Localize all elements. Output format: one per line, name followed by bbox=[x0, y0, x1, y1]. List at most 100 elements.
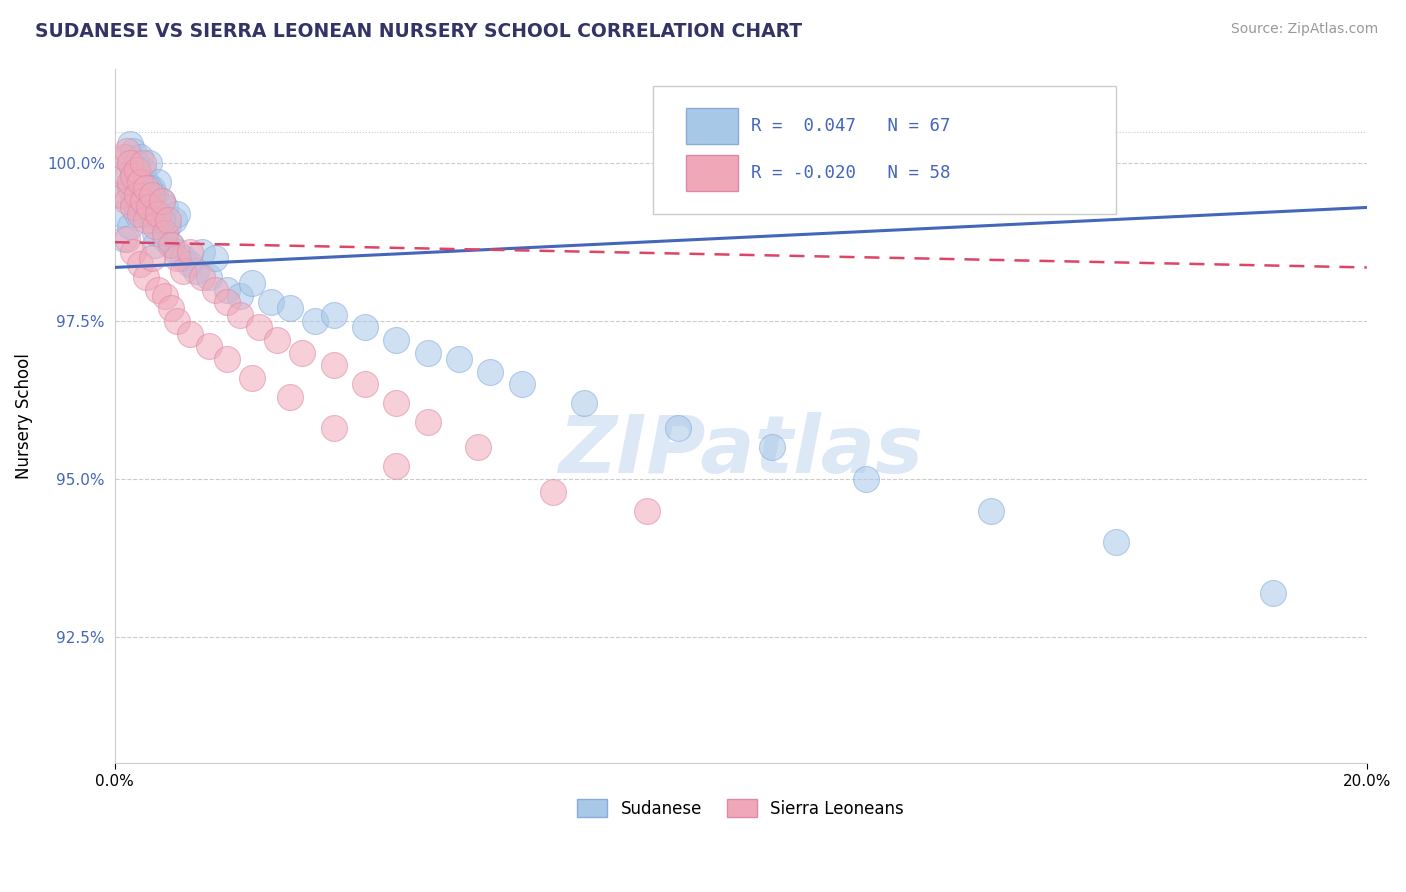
Point bbox=[153, 201, 176, 215]
Point bbox=[385, 396, 408, 410]
Point bbox=[122, 162, 145, 177]
Point bbox=[120, 219, 142, 234]
Point bbox=[179, 326, 201, 341]
Point bbox=[153, 226, 176, 240]
Point bbox=[122, 194, 145, 208]
Point bbox=[156, 213, 179, 227]
Point bbox=[143, 219, 166, 234]
Point bbox=[112, 232, 135, 246]
Point bbox=[122, 169, 145, 183]
Point bbox=[115, 169, 138, 183]
Point bbox=[115, 150, 138, 164]
Point bbox=[150, 194, 173, 208]
Point bbox=[143, 238, 166, 252]
Point bbox=[128, 175, 150, 189]
Point bbox=[112, 169, 135, 183]
Point bbox=[128, 207, 150, 221]
Point bbox=[138, 181, 160, 195]
Point bbox=[112, 150, 135, 164]
Point bbox=[217, 295, 239, 310]
Point bbox=[148, 175, 170, 189]
Point bbox=[148, 207, 170, 221]
Point bbox=[115, 194, 138, 208]
Text: R =  0.047   N = 67: R = 0.047 N = 67 bbox=[751, 117, 950, 136]
Point bbox=[322, 421, 344, 435]
Point bbox=[132, 194, 155, 208]
Point bbox=[128, 201, 150, 215]
Point bbox=[122, 201, 145, 215]
Point bbox=[1261, 585, 1284, 599]
Point bbox=[385, 459, 408, 474]
Point bbox=[247, 320, 270, 334]
Point bbox=[110, 207, 132, 221]
Point bbox=[125, 207, 148, 221]
Point bbox=[122, 144, 145, 158]
Point bbox=[322, 308, 344, 322]
Point bbox=[122, 244, 145, 259]
Point bbox=[416, 415, 439, 429]
Point bbox=[266, 333, 288, 347]
FancyBboxPatch shape bbox=[686, 108, 738, 145]
Point bbox=[278, 301, 301, 316]
Point bbox=[138, 156, 160, 170]
Point bbox=[179, 257, 201, 271]
Point bbox=[141, 187, 163, 202]
Point bbox=[115, 232, 138, 246]
Point bbox=[278, 390, 301, 404]
Point bbox=[153, 232, 176, 246]
Point bbox=[217, 283, 239, 297]
Point bbox=[132, 162, 155, 177]
Point bbox=[636, 503, 658, 517]
Point bbox=[160, 238, 183, 252]
Point bbox=[141, 181, 163, 195]
Point bbox=[197, 269, 219, 284]
Point bbox=[160, 301, 183, 316]
Point bbox=[120, 175, 142, 189]
Point bbox=[135, 175, 157, 189]
Point bbox=[148, 207, 170, 221]
Point bbox=[135, 269, 157, 284]
Text: Source: ZipAtlas.com: Source: ZipAtlas.com bbox=[1230, 22, 1378, 37]
Point bbox=[229, 308, 252, 322]
Point bbox=[240, 371, 263, 385]
Point bbox=[354, 320, 377, 334]
Point bbox=[166, 251, 188, 265]
Point bbox=[354, 377, 377, 392]
Point bbox=[197, 339, 219, 353]
Point bbox=[260, 295, 283, 310]
Point bbox=[132, 194, 155, 208]
Point bbox=[385, 333, 408, 347]
Point bbox=[141, 251, 163, 265]
Point bbox=[150, 194, 173, 208]
Point bbox=[153, 289, 176, 303]
Point bbox=[179, 244, 201, 259]
Point bbox=[479, 365, 502, 379]
Point bbox=[128, 257, 150, 271]
Point bbox=[138, 201, 160, 215]
Point bbox=[191, 269, 214, 284]
Point bbox=[163, 213, 186, 227]
FancyBboxPatch shape bbox=[686, 155, 738, 192]
Text: SUDANESE VS SIERRA LEONEAN NURSERY SCHOOL CORRELATION CHART: SUDANESE VS SIERRA LEONEAN NURSERY SCHOO… bbox=[35, 22, 803, 41]
Point bbox=[132, 156, 155, 170]
Point bbox=[135, 213, 157, 227]
Point bbox=[115, 144, 138, 158]
Point bbox=[120, 181, 142, 195]
Point bbox=[666, 421, 689, 435]
Point bbox=[110, 187, 132, 202]
Point bbox=[120, 156, 142, 170]
Point bbox=[291, 345, 314, 359]
Point bbox=[125, 175, 148, 189]
Point bbox=[510, 377, 533, 392]
Point bbox=[138, 194, 160, 208]
Point bbox=[120, 137, 142, 152]
Point bbox=[143, 187, 166, 202]
Point bbox=[855, 472, 877, 486]
Point bbox=[304, 314, 326, 328]
Point bbox=[229, 289, 252, 303]
Point bbox=[172, 251, 194, 265]
Point bbox=[217, 351, 239, 366]
Point bbox=[166, 207, 188, 221]
Legend: Sudanese, Sierra Leoneans: Sudanese, Sierra Leoneans bbox=[571, 793, 911, 824]
Point bbox=[150, 213, 173, 227]
